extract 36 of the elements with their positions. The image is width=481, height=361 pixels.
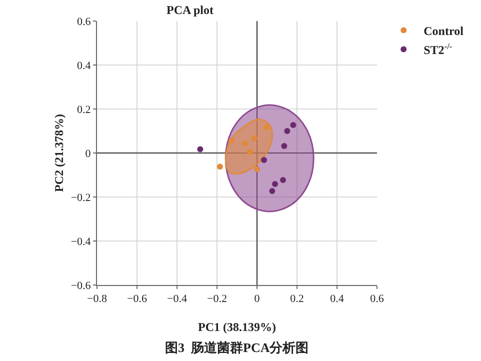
y-tick-label: −0.6 <box>70 280 92 292</box>
point <box>217 164 223 170</box>
point <box>269 188 276 194</box>
point <box>284 128 290 134</box>
chart-title: PCA plot <box>166 2 214 17</box>
point <box>254 166 260 172</box>
point <box>261 157 267 164</box>
y-tick-label: −0.2 <box>70 192 91 204</box>
point <box>247 148 253 155</box>
x-tick-label: −0.4 <box>167 293 188 306</box>
point <box>290 122 296 128</box>
y-tick-label: 0 <box>85 148 92 160</box>
y-tick-label: 0.2 <box>77 104 91 116</box>
y-axis-title: PC2 (21.378%) <box>52 114 66 192</box>
x-tick-label: 0 <box>254 293 260 306</box>
y-tick-label: 0.6 <box>77 16 92 28</box>
point <box>272 181 278 188</box>
x-tick-label: 0.6 <box>370 293 384 306</box>
point <box>228 138 234 144</box>
point <box>197 146 204 152</box>
x-axis-title: PC1 (38.139%) <box>198 320 276 334</box>
point <box>242 140 248 146</box>
x-tick-label: −0.8 <box>87 293 108 306</box>
legend-label: Control <box>424 24 464 38</box>
caption: 图3 肠道菌群PCA分析图 <box>165 340 309 355</box>
x-tick-label: 0.2 <box>290 293 304 306</box>
y-tick-label: −0.4 <box>70 236 92 248</box>
point <box>251 135 258 142</box>
x-tick-label: −0.6 <box>127 293 148 306</box>
point <box>280 177 286 184</box>
y-tick-label: 0.4 <box>77 60 92 72</box>
point <box>281 142 288 149</box>
legend-label: ST2$^{-/-}$ <box>424 42 452 57</box>
x-tick-label: −0.2 <box>207 293 227 306</box>
point <box>264 124 270 130</box>
x-tick-label: 0.4 <box>330 293 344 306</box>
